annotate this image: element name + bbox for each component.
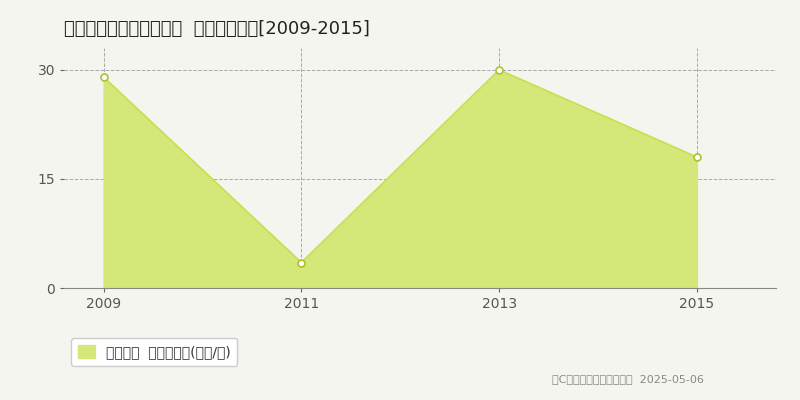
Point xyxy=(295,259,308,266)
Point xyxy=(493,67,506,73)
Point xyxy=(690,154,703,160)
Text: （C）土地価格ドットコム  2025-05-06: （C）土地価格ドットコム 2025-05-06 xyxy=(552,374,704,384)
Legend: 土地価格  平均坪単価(万円/坪): 土地価格 平均坪単価(万円/坪) xyxy=(71,338,238,366)
Text: 甲賀市水口町虫生野中央  土地価格推移[2009-2015]: 甲賀市水口町虫生野中央 土地価格推移[2009-2015] xyxy=(64,20,370,38)
Point xyxy=(97,74,110,80)
